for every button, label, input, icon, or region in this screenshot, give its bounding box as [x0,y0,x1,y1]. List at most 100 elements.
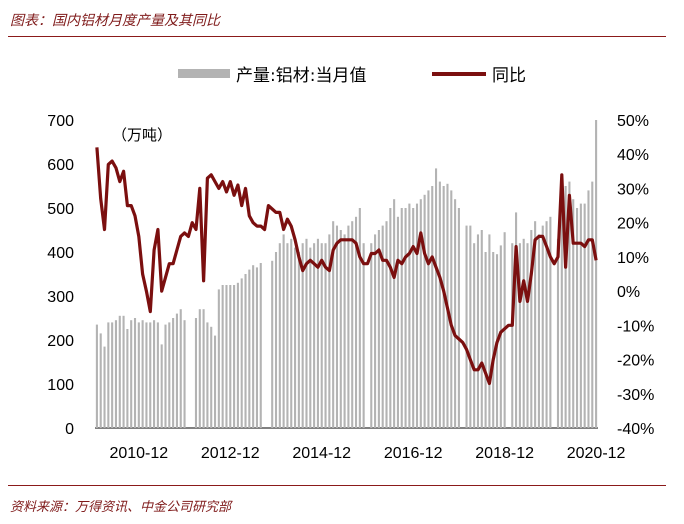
y-right-tick-label: -10% [617,318,654,335]
production-bar [114,320,118,428]
production-bar [351,221,354,428]
production-bar [282,234,285,428]
y-right-tick-label: 20% [617,216,649,233]
production-bar [442,186,445,428]
production-bar [221,285,224,428]
y-left-tick-label: 300 [47,289,74,306]
production-bar [358,208,361,428]
production-bar [423,194,426,428]
production-bar [583,203,586,428]
production-bar [164,324,167,428]
x-tick-label: 2020-12 [567,445,626,462]
y-left-tick-label: 700 [47,113,74,130]
production-bar [172,318,175,428]
production-bar [309,247,312,428]
production-bar [225,285,228,428]
production-bar [469,225,472,428]
production-bar [160,344,163,428]
production-bar [305,238,308,428]
production-bar [537,234,540,428]
production-bar [438,181,441,428]
yoy-series-line [95,147,598,386]
production-bar [99,333,102,428]
legend-bar-label: 产量:铝材:当月值 [236,66,366,86]
production-bar [545,221,548,428]
production-bar [301,243,304,428]
production-bar [156,322,159,428]
x-tick-label: 2016-12 [384,445,443,462]
production-bar [206,322,209,428]
production-bar [480,230,483,428]
production-bar [210,326,213,428]
production-bar [332,221,335,428]
production-bar [118,315,121,428]
production-bar [347,225,350,428]
production-bar [534,221,537,428]
production-bar [141,320,144,428]
production-bar [286,243,289,428]
production-bar [374,234,377,428]
production-bar [526,243,529,428]
production-bar [568,181,571,428]
production-bar [252,265,255,428]
production-bar [111,322,114,428]
production-bar [530,230,533,428]
production-bar [396,216,399,428]
left-axis-unit: （万吨） [112,126,172,144]
production-bar [202,309,205,428]
production-bar [377,230,380,428]
production-bar [271,260,274,428]
production-bar [194,318,198,428]
y-left-tick-label: 500 [47,201,74,218]
production-bar [412,208,415,428]
production-bar [198,309,201,428]
yoy-line [95,147,598,386]
production-bar [179,309,182,428]
production-bar [290,238,293,428]
production-bar [130,320,133,428]
production-bar [175,313,178,428]
production-bar [133,318,137,428]
bottom-rule [8,485,666,486]
production-bar [488,234,491,428]
y-right-tick-label: -40% [617,421,654,438]
production-bar [572,199,575,428]
production-bar [393,199,396,428]
production-bar [217,289,220,428]
production-bar [145,322,148,428]
production-bar [427,190,430,428]
legend: 产量:铝材:当月值 同比 [178,66,526,86]
x-tick-label: 2012-12 [201,445,260,462]
y-left-tick-label: 100 [47,377,74,394]
production-bar [126,329,129,428]
production-bar [213,335,217,428]
production-bar [255,267,258,428]
production-bar [591,181,594,428]
top-rule [8,36,666,37]
production-bar [233,285,236,428]
legend-bar-swatch [178,69,230,78]
production-bar [343,234,346,428]
production-bar [404,208,407,428]
production-bar [137,322,140,428]
chart-title: 图表：国内铝材月度产量及其同比 [10,13,220,29]
production-bar [556,238,560,428]
production-bar [248,269,251,428]
production-bar [549,216,552,428]
y-right-tick-label: -20% [617,353,654,370]
production-bar [153,320,156,428]
production-bar [450,190,453,428]
production-bar [294,247,297,428]
production-bar [244,274,247,428]
production-bar [431,186,434,428]
y-left-tick-label: 400 [47,245,74,262]
production-bar [381,225,384,428]
y-right-tick-label: 0% [617,284,640,301]
production-bar [473,243,476,428]
production-bar [518,243,521,428]
production-bar [274,252,278,428]
production-bar [454,199,457,428]
production-bar [579,203,582,428]
production-bar [511,243,514,428]
production-bar [465,225,468,428]
